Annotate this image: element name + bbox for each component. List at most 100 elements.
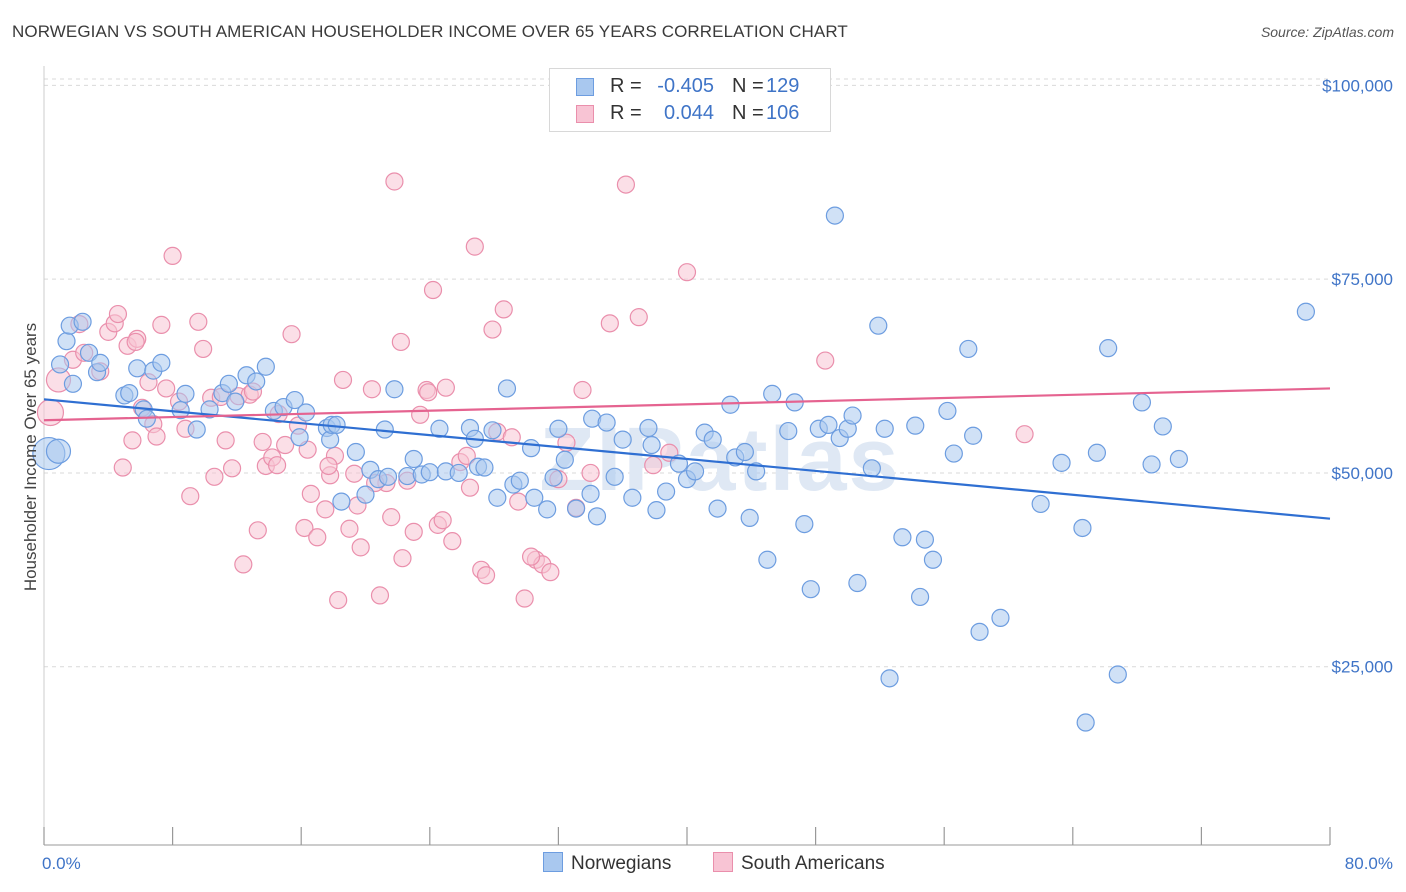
south-american-point bbox=[301, 484, 320, 503]
south-american-point bbox=[308, 528, 327, 547]
south-american-point bbox=[382, 508, 401, 527]
norwegian-point bbox=[642, 435, 661, 455]
south-american-point bbox=[385, 172, 404, 191]
south-american-point bbox=[423, 280, 443, 300]
norwegians-points bbox=[32, 206, 1315, 732]
norwegian-point bbox=[639, 418, 658, 438]
legend-n-label: N = bbox=[732, 75, 764, 97]
south-american-point bbox=[234, 555, 253, 574]
norwegian-point bbox=[226, 392, 245, 411]
norwegian-point bbox=[45, 438, 72, 464]
trend-lines bbox=[43, 387, 1331, 520]
gridlines bbox=[44, 78, 1330, 668]
norwegian-point bbox=[657, 482, 676, 501]
south-american-point bbox=[205, 467, 224, 486]
norwegian-point bbox=[356, 485, 375, 504]
y-tick-label: $75,000 bbox=[1332, 270, 1393, 289]
y-tick-labels: $25,000 $50,000 $75,000 $100,000 bbox=[1322, 76, 1393, 676]
norwegian-point bbox=[285, 390, 304, 410]
bottom-legend-norwegians: Norwegians bbox=[543, 852, 671, 875]
norwegian-point bbox=[1153, 417, 1172, 436]
south-american-point bbox=[521, 547, 541, 566]
norwegian-point bbox=[1169, 449, 1188, 469]
norwegian-point bbox=[1132, 393, 1152, 412]
south-american-point bbox=[419, 383, 438, 402]
norwegian-point bbox=[385, 380, 404, 399]
norwegian-point bbox=[703, 430, 722, 449]
norwegian-point bbox=[73, 312, 92, 331]
south-american-point bbox=[644, 456, 663, 475]
norwegian-point bbox=[332, 492, 351, 511]
norwegian-point bbox=[843, 406, 862, 425]
bottom-legend-south-americans: South Americans bbox=[713, 852, 885, 875]
norwegian-point bbox=[538, 500, 557, 519]
legend-r-label: R = bbox=[610, 102, 642, 124]
south-american-point bbox=[483, 320, 502, 339]
legend-swatch-blue bbox=[576, 78, 594, 96]
norwegian-point bbox=[483, 421, 502, 440]
norwegian-point bbox=[613, 430, 632, 449]
norwegian-point bbox=[79, 343, 99, 362]
south-american-point bbox=[329, 590, 348, 610]
norwegian-point bbox=[1073, 518, 1092, 538]
south-american-point bbox=[108, 304, 128, 324]
bottom-legend-label: Norwegians bbox=[571, 853, 672, 874]
south-american-point bbox=[411, 405, 430, 424]
legend-r-value: 0.044 bbox=[663, 102, 714, 124]
norwegian-point bbox=[893, 528, 912, 547]
norwegians-trend-line bbox=[43, 398, 1331, 520]
norwegian-point bbox=[991, 608, 1010, 627]
south-american-point bbox=[457, 446, 476, 465]
legend-r-value: -0.405 bbox=[657, 75, 714, 97]
x-tick-label-max: 80.0% bbox=[1345, 854, 1393, 873]
legend-n-value: 106 bbox=[766, 102, 800, 124]
norwegian-point bbox=[256, 357, 275, 376]
norwegian-point bbox=[910, 587, 930, 607]
south-american-point bbox=[123, 431, 142, 450]
norwegian-point bbox=[430, 419, 449, 438]
source-label: Source: ZipAtlas.com bbox=[1260, 24, 1394, 40]
norwegian-point bbox=[91, 353, 110, 372]
legend-swatch-pink bbox=[576, 105, 594, 123]
norwegian-point bbox=[544, 468, 563, 487]
norwegian-point bbox=[521, 439, 541, 458]
norwegian-point bbox=[449, 463, 468, 483]
norwegian-point bbox=[869, 316, 888, 335]
norwegian-point bbox=[475, 458, 494, 477]
south-american-point bbox=[362, 380, 382, 399]
south-american-point bbox=[476, 566, 496, 585]
norwegian-point bbox=[597, 413, 616, 432]
south-american-point bbox=[404, 522, 423, 541]
south-american-point bbox=[816, 351, 835, 370]
south-american-point bbox=[126, 332, 145, 352]
norwegian-point bbox=[647, 501, 666, 520]
norwegian-point bbox=[964, 426, 983, 445]
norwegian-point bbox=[819, 415, 838, 434]
norwegian-point bbox=[128, 359, 147, 378]
norwegian-point bbox=[938, 401, 957, 421]
south-american-point bbox=[216, 431, 235, 450]
norwegian-point bbox=[605, 467, 624, 486]
norwegian-point bbox=[825, 206, 844, 225]
south-american-point bbox=[436, 378, 455, 397]
x-tick-label-min: 0.0% bbox=[42, 854, 81, 873]
bottom-legend-swatch-pink bbox=[713, 852, 733, 872]
norwegian-point bbox=[1076, 713, 1095, 732]
south-american-point bbox=[152, 315, 171, 334]
chart-title: NORWEGIAN VS SOUTH AMERICAN HOUSEHOLDER … bbox=[12, 22, 848, 41]
south-american-point bbox=[276, 435, 295, 455]
south-american-point bbox=[541, 563, 560, 582]
y-tick-label: $25,000 bbox=[1332, 658, 1393, 677]
y-tick-label: $50,000 bbox=[1332, 464, 1393, 483]
norwegian-point bbox=[970, 622, 989, 641]
norwegian-point bbox=[685, 462, 705, 481]
south-american-point bbox=[194, 339, 213, 359]
south-american-point bbox=[393, 549, 412, 568]
south-american-point bbox=[460, 478, 480, 497]
norwegian-point bbox=[296, 403, 316, 422]
norwegian-point bbox=[404, 449, 423, 469]
south-american-point bbox=[600, 314, 619, 333]
bottom-legend-swatch-blue bbox=[543, 852, 563, 872]
norwegian-point bbox=[923, 550, 943, 569]
norwegian-point bbox=[1142, 455, 1161, 474]
